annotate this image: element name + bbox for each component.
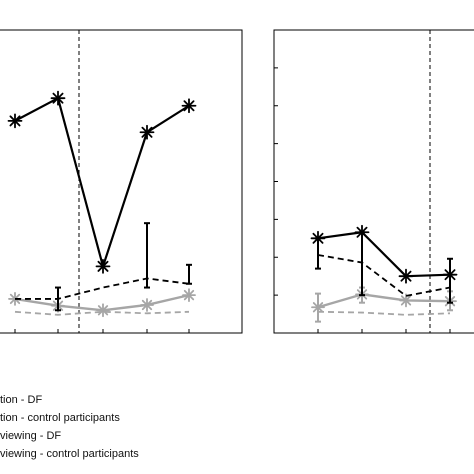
right-series-s4-line <box>317 310 451 316</box>
right-hand-panel <box>273 29 474 334</box>
left-series-s1-point-stroke <box>97 260 109 272</box>
left-series-s1-point-stroke <box>52 92 64 104</box>
right-series-s3-point-stroke <box>312 302 324 313</box>
left-series-s1-line <box>14 97 190 268</box>
right-series-s1-line <box>317 231 451 278</box>
left-series-s3-point <box>182 288 196 303</box>
legend: tion - DF tion - control participants vi… <box>0 394 139 460</box>
left-hand-panel <box>0 29 243 334</box>
right-series-s3-point <box>399 293 413 308</box>
right-series-s1-point-stroke <box>444 269 456 281</box>
legend-entry-3: viewing - DF <box>0 430 61 442</box>
left-series-s1-point <box>50 90 66 106</box>
right-plot-frame <box>273 29 474 334</box>
legend-entry-2: tion - control participants <box>0 412 120 424</box>
right-series-s3-point <box>311 300 325 315</box>
left-plot-frame <box>0 29 243 334</box>
right-series-s1-point <box>442 267 458 283</box>
left-series-s1-point <box>181 98 197 114</box>
right-series-s1-point-stroke <box>356 226 368 238</box>
left-series-s1-point-stroke <box>9 115 21 127</box>
legend-entry-1: tion - DF <box>0 394 42 406</box>
right-series-s3-line <box>317 293 451 309</box>
left-series-s2-line <box>15 277 190 300</box>
left-series-s3-point <box>96 303 110 318</box>
right-series-s1-point <box>354 224 370 240</box>
right-series-s1-point <box>398 268 414 284</box>
legend-entry-4: viewing - control participants <box>0 448 139 460</box>
right-series-s1-point <box>310 230 326 246</box>
right-series-s3-point-stroke <box>400 295 412 306</box>
left-series-s1-point-stroke <box>141 126 153 138</box>
left-series-s3-point <box>140 298 154 312</box>
right-series-s2-line <box>317 254 451 297</box>
left-series-s3-point-stroke <box>141 299 153 311</box>
left-series-s1-point-stroke <box>183 100 195 112</box>
left-series-s1-point <box>7 113 23 129</box>
left-series-s3-point-stroke <box>183 289 195 301</box>
left-series-s1-point <box>139 124 155 140</box>
left-series-s1-point <box>95 258 111 274</box>
right-series-s1-point-stroke <box>312 232 324 244</box>
left-series-s3-point-stroke <box>97 305 109 316</box>
right-series-s1-point-stroke <box>400 270 412 282</box>
